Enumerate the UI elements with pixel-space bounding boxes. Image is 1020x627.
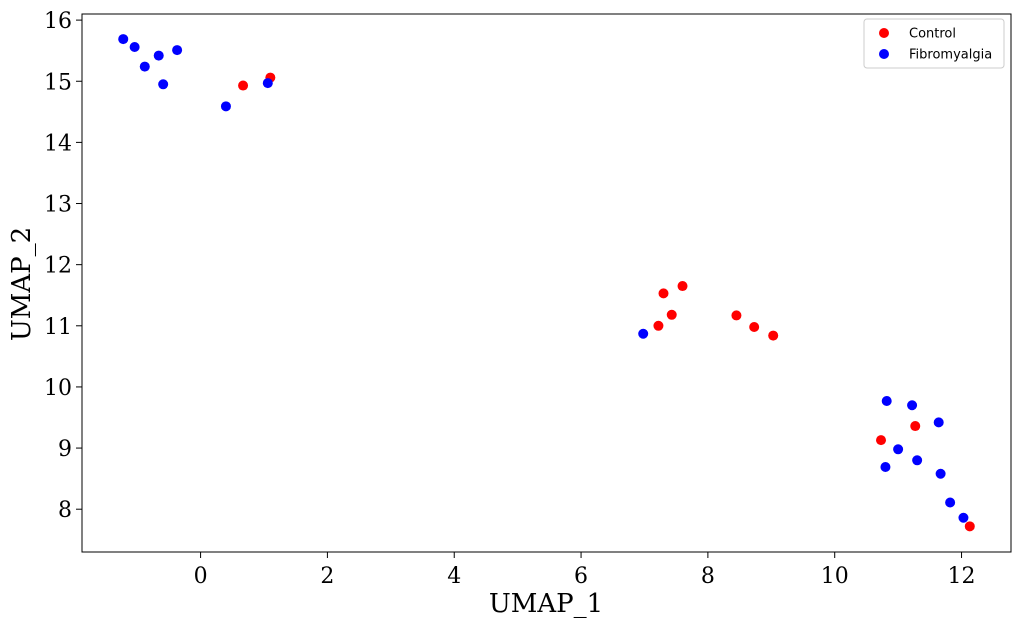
point-fibromyalgia	[638, 328, 649, 339]
x-tick-label: 4	[447, 564, 461, 589]
legend-label-fibromyalgia: Fibromyalgia	[909, 48, 992, 63]
point-fibromyalgia	[118, 34, 129, 45]
point-control	[658, 288, 669, 299]
point-control	[910, 421, 921, 432]
point-control	[731, 310, 742, 321]
point-fibromyalgia	[139, 61, 150, 72]
y-tick-label: 8	[58, 498, 72, 523]
legend-label-control: Control	[909, 27, 956, 42]
legend-box	[863, 18, 1005, 69]
x-axis-ticks: 0 2 4 6 8 10 12	[194, 552, 976, 589]
point-fibromyalgia	[220, 101, 231, 112]
point-fibromyalgia	[172, 45, 183, 56]
y-tick-label: 9	[58, 437, 72, 462]
x-tick-label: 2	[320, 564, 334, 589]
y-axis-label: UMAP_2	[7, 227, 37, 341]
point-fibromyalgia	[912, 455, 923, 466]
y-axis-ticks: 8 9 10 11 12 13 14 15 16	[44, 9, 82, 523]
y-tick-label: 15	[44, 70, 72, 95]
x-tick-label: 8	[701, 564, 715, 589]
point-fibromyalgia	[893, 444, 904, 455]
data-points	[118, 34, 975, 532]
point-control	[749, 322, 760, 333]
point-fibromyalgia	[881, 395, 892, 406]
point-fibromyalgia	[158, 79, 169, 90]
x-tick-label: 6	[574, 564, 588, 589]
point-control	[238, 80, 249, 91]
point-fibromyalgia	[907, 400, 918, 411]
point-control	[768, 330, 779, 341]
point-fibromyalgia	[153, 50, 164, 61]
x-tick-label: 10	[821, 564, 849, 589]
y-tick-label: 14	[44, 131, 72, 156]
y-tick-label: 12	[44, 254, 72, 279]
legend-marker-fibromyalgia	[879, 49, 889, 59]
point-control	[666, 309, 677, 320]
point-fibromyalgia	[958, 512, 969, 523]
plot-area	[82, 14, 1011, 552]
legend-marker-control	[879, 28, 889, 38]
y-tick-label: 16	[44, 9, 72, 34]
x-axis-label: UMAP_1	[489, 589, 603, 619]
plot-frame	[81, 13, 1012, 553]
point-control	[876, 435, 887, 446]
y-tick-label: 10	[44, 376, 72, 401]
point-fibromyalgia	[935, 468, 946, 479]
point-fibromyalgia	[129, 42, 140, 53]
point-control	[964, 521, 975, 532]
point-control	[653, 320, 664, 331]
y-tick-label: 13	[44, 193, 72, 218]
point-fibromyalgia	[262, 78, 273, 89]
legend: Control Fibromyalgia	[863, 18, 1005, 69]
y-tick-label: 11	[44, 315, 72, 340]
x-tick-label: 0	[194, 564, 208, 589]
point-fibromyalgia	[880, 462, 891, 473]
point-fibromyalgia	[933, 417, 944, 428]
point-control	[677, 281, 688, 292]
point-fibromyalgia	[945, 497, 956, 508]
x-tick-label: 12	[948, 564, 976, 589]
